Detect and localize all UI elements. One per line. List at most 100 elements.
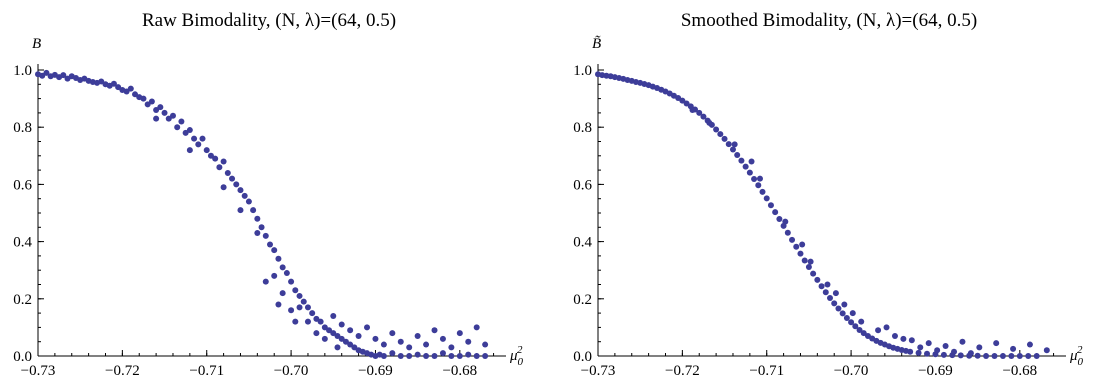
y-tick-label: 0.2 — [13, 292, 32, 308]
data-point — [220, 184, 227, 191]
data-point — [39, 72, 46, 79]
data-point — [241, 192, 248, 199]
data-point — [423, 353, 430, 359]
data-point — [915, 349, 922, 356]
data-point — [801, 257, 808, 264]
data-point — [925, 340, 932, 347]
data-point — [1043, 347, 1050, 354]
data-point — [841, 301, 848, 308]
data-point — [338, 321, 345, 328]
data-point — [959, 338, 966, 345]
data-point — [734, 151, 741, 158]
data-point — [767, 202, 774, 209]
data-point — [465, 338, 472, 345]
data-point — [900, 335, 907, 342]
data-point — [993, 340, 1000, 347]
data-point — [292, 318, 299, 325]
data-point — [372, 335, 379, 342]
y-axis-label: B — [32, 36, 41, 52]
data-point — [140, 95, 147, 102]
data-point — [805, 264, 812, 271]
data-point — [380, 341, 387, 348]
data-point — [245, 198, 252, 205]
y-axis-label: B̃ — [592, 36, 601, 52]
data-point — [456, 330, 463, 337]
data-point — [448, 353, 455, 359]
data-point — [309, 310, 316, 317]
data-point — [957, 352, 964, 359]
data-point — [717, 131, 724, 138]
data-point — [776, 216, 783, 223]
data-point — [224, 169, 231, 176]
data-point — [334, 344, 341, 351]
chart-title: Raw Bimodality, (N, λ)=(64, 0.5) — [142, 10, 396, 31]
y-tick-label: 0.4 — [573, 235, 592, 251]
x-tick-label: −0.68 — [442, 363, 477, 379]
data-point — [431, 327, 438, 334]
y-tick-label: 0.6 — [13, 177, 32, 193]
data-point — [751, 175, 758, 182]
data-point — [843, 314, 850, 321]
data-point — [934, 347, 941, 354]
data-point — [835, 305, 842, 312]
data-point — [746, 169, 753, 176]
x-tick-label: −0.73 — [21, 363, 56, 379]
data-point — [389, 330, 396, 337]
data-point — [1026, 341, 1033, 348]
data-point — [60, 72, 67, 79]
data-point — [755, 182, 762, 189]
data-point — [389, 350, 396, 357]
data-point — [852, 323, 859, 330]
data-point — [721, 135, 728, 142]
data-point — [683, 100, 690, 107]
data-point — [271, 272, 278, 279]
data-point — [161, 109, 168, 116]
data-point — [267, 241, 273, 248]
data-point — [207, 152, 214, 159]
data-point — [1033, 353, 1040, 359]
data-point — [414, 351, 421, 358]
data-point — [199, 135, 206, 142]
data-point — [473, 353, 480, 359]
data-point — [229, 175, 236, 182]
data-point — [397, 338, 404, 345]
data-point — [465, 351, 472, 358]
data-point — [856, 326, 863, 333]
data-point — [858, 318, 865, 325]
data-point — [216, 164, 223, 171]
data-point — [288, 307, 295, 314]
data-point — [186, 127, 193, 134]
data-point — [423, 341, 430, 348]
data-point — [347, 327, 354, 334]
data-point — [220, 158, 227, 165]
data-point — [849, 310, 856, 317]
data-point — [875, 327, 882, 334]
data-point — [772, 209, 779, 216]
data-point — [759, 188, 766, 195]
x-tick-label: −0.73 — [581, 363, 616, 379]
data-point — [212, 155, 219, 162]
data-point — [250, 207, 257, 214]
data-point — [321, 324, 328, 331]
data-point — [330, 312, 337, 319]
data-point — [696, 109, 703, 116]
data-point — [283, 270, 290, 277]
data-point — [439, 335, 446, 342]
x-tick-label: −0.70 — [834, 363, 869, 379]
chart-panel-smoothed: Smoothed Bimodality, (N, λ)=(64, 0.5) 0.… — [573, 10, 1083, 379]
data-point — [191, 135, 198, 142]
data-point — [304, 318, 311, 325]
chart-panel-raw: Raw Bimodality, (N, λ)=(64, 0.5) 0.0 0.2 0… — [13, 10, 523, 379]
data-point — [110, 80, 117, 87]
data-point — [292, 287, 299, 294]
x-tick-label: −0.72 — [665, 363, 700, 379]
data-point — [296, 304, 303, 311]
data-point — [304, 304, 311, 311]
data-point — [144, 101, 151, 108]
data-point — [1025, 353, 1032, 359]
data-point — [351, 344, 358, 351]
y-tick-label: 0.0 — [573, 349, 592, 365]
data-point — [983, 353, 990, 359]
data-point — [974, 352, 981, 359]
data-point — [748, 158, 755, 165]
